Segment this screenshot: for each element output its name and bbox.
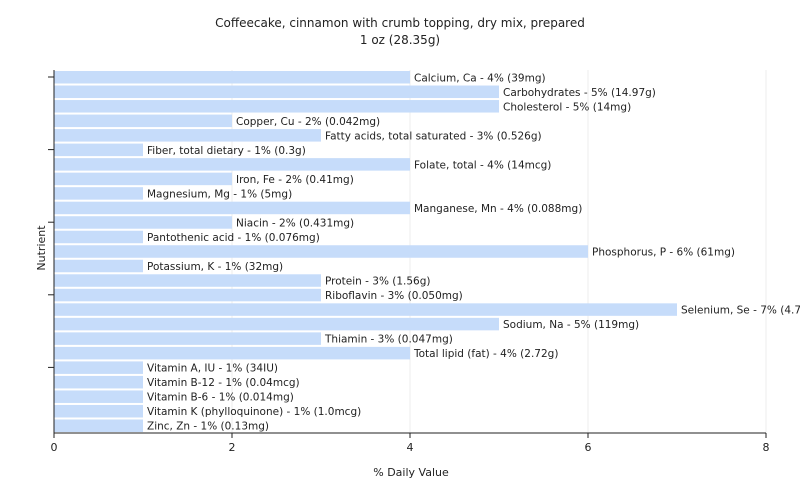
bar [54, 245, 588, 258]
bar [54, 100, 499, 113]
bar [54, 85, 499, 99]
bar-label: Niacin - 2% (0.431mg) [236, 217, 354, 229]
x-axis-ticks: 0 2 4 6 8 [51, 433, 770, 454]
bar-label: Riboflavin - 3% (0.050mg) [325, 290, 463, 302]
x-axis-label: % Daily Value [373, 466, 449, 479]
bar-label: Copper, Cu - 2% (0.042mg) [236, 116, 380, 128]
bar [54, 346, 410, 360]
bar-label: Carbohydrates - 5% (14.97g) [503, 87, 656, 99]
bar [54, 143, 143, 157]
bar [54, 158, 410, 171]
bar [54, 216, 232, 229]
bar-label: Vitamin B-6 - 1% (0.014mg) [147, 392, 294, 404]
bar [54, 274, 321, 287]
bar-label: Pantothenic acid - 1% (0.076mg) [147, 232, 320, 244]
bar-label: Manganese, Mn - 4% (0.088mg) [414, 203, 582, 215]
bar-label: Total lipid (fat) - 4% (2.72g) [413, 348, 558, 360]
bar-label: Iron, Fe - 2% (0.41mg) [236, 174, 354, 186]
bars [54, 71, 677, 432]
x-tick-label: 2 [229, 441, 236, 454]
bar-label: Vitamin K (phylloquinone) - 1% (1.0mcg) [147, 406, 361, 418]
bar-labels: Calcium, Ca - 4% (39mg) Carbohydrates - 5… [147, 72, 800, 432]
chart-subtitle: 1 oz (28.35g) [360, 33, 440, 47]
y-axis-ticks [48, 76, 54, 368]
bar-label: Potassium, K - 1% (32mg) [147, 261, 283, 273]
x-tick-label: 6 [585, 441, 592, 454]
chart-title: Coffeecake, cinnamon with crumb topping,… [215, 16, 585, 30]
x-tick-label: 4 [407, 441, 414, 454]
bar-label: Fiber, total dietary - 1% (0.3g) [147, 145, 306, 157]
bar-label: Vitamin B-12 - 1% (0.04mcg) [147, 377, 300, 389]
bar [54, 259, 143, 273]
bar [54, 317, 499, 331]
bar-label: Zinc, Zn - 1% (0.13mg) [147, 421, 269, 433]
bar [54, 419, 143, 432]
bar [54, 390, 143, 403]
bar-label: Thiamin - 3% (0.047mg) [324, 334, 453, 346]
bar [54, 71, 410, 84]
bar-label: Folate, total - 4% (14mcg) [414, 159, 551, 171]
bar [54, 375, 143, 389]
bar [54, 404, 143, 418]
bar-label: Cholesterol - 5% (14mg) [503, 101, 631, 113]
bar [54, 288, 321, 302]
bar [54, 172, 232, 186]
bar [54, 129, 321, 142]
x-tick-label: 0 [51, 441, 58, 454]
bar-label: Calcium, Ca - 4% (39mg) [414, 72, 546, 84]
y-axis-label: Nutrient [35, 225, 48, 271]
bar-label: Phosphorus, P - 6% (61mg) [592, 247, 735, 259]
bar [54, 201, 410, 215]
bar [54, 332, 321, 345]
bar [54, 230, 143, 244]
bar [54, 303, 677, 316]
bar [54, 361, 143, 374]
bar-label: Magnesium, Mg - 1% (5mg) [147, 188, 292, 200]
bar-label: Selenium, Se - 7% (4.7mcg) [681, 305, 800, 317]
x-tick-label: 8 [763, 441, 770, 454]
bar-label: Vitamin A, IU - 1% (34IU) [147, 363, 278, 375]
bar [54, 187, 143, 200]
bar [54, 114, 232, 128]
bar-label: Sodium, Na - 5% (119mg) [503, 319, 639, 331]
bar-label: Protein - 3% (1.56g) [325, 276, 431, 288]
bar-label: Fatty acids, total saturated - 3% (0.526… [325, 130, 542, 142]
